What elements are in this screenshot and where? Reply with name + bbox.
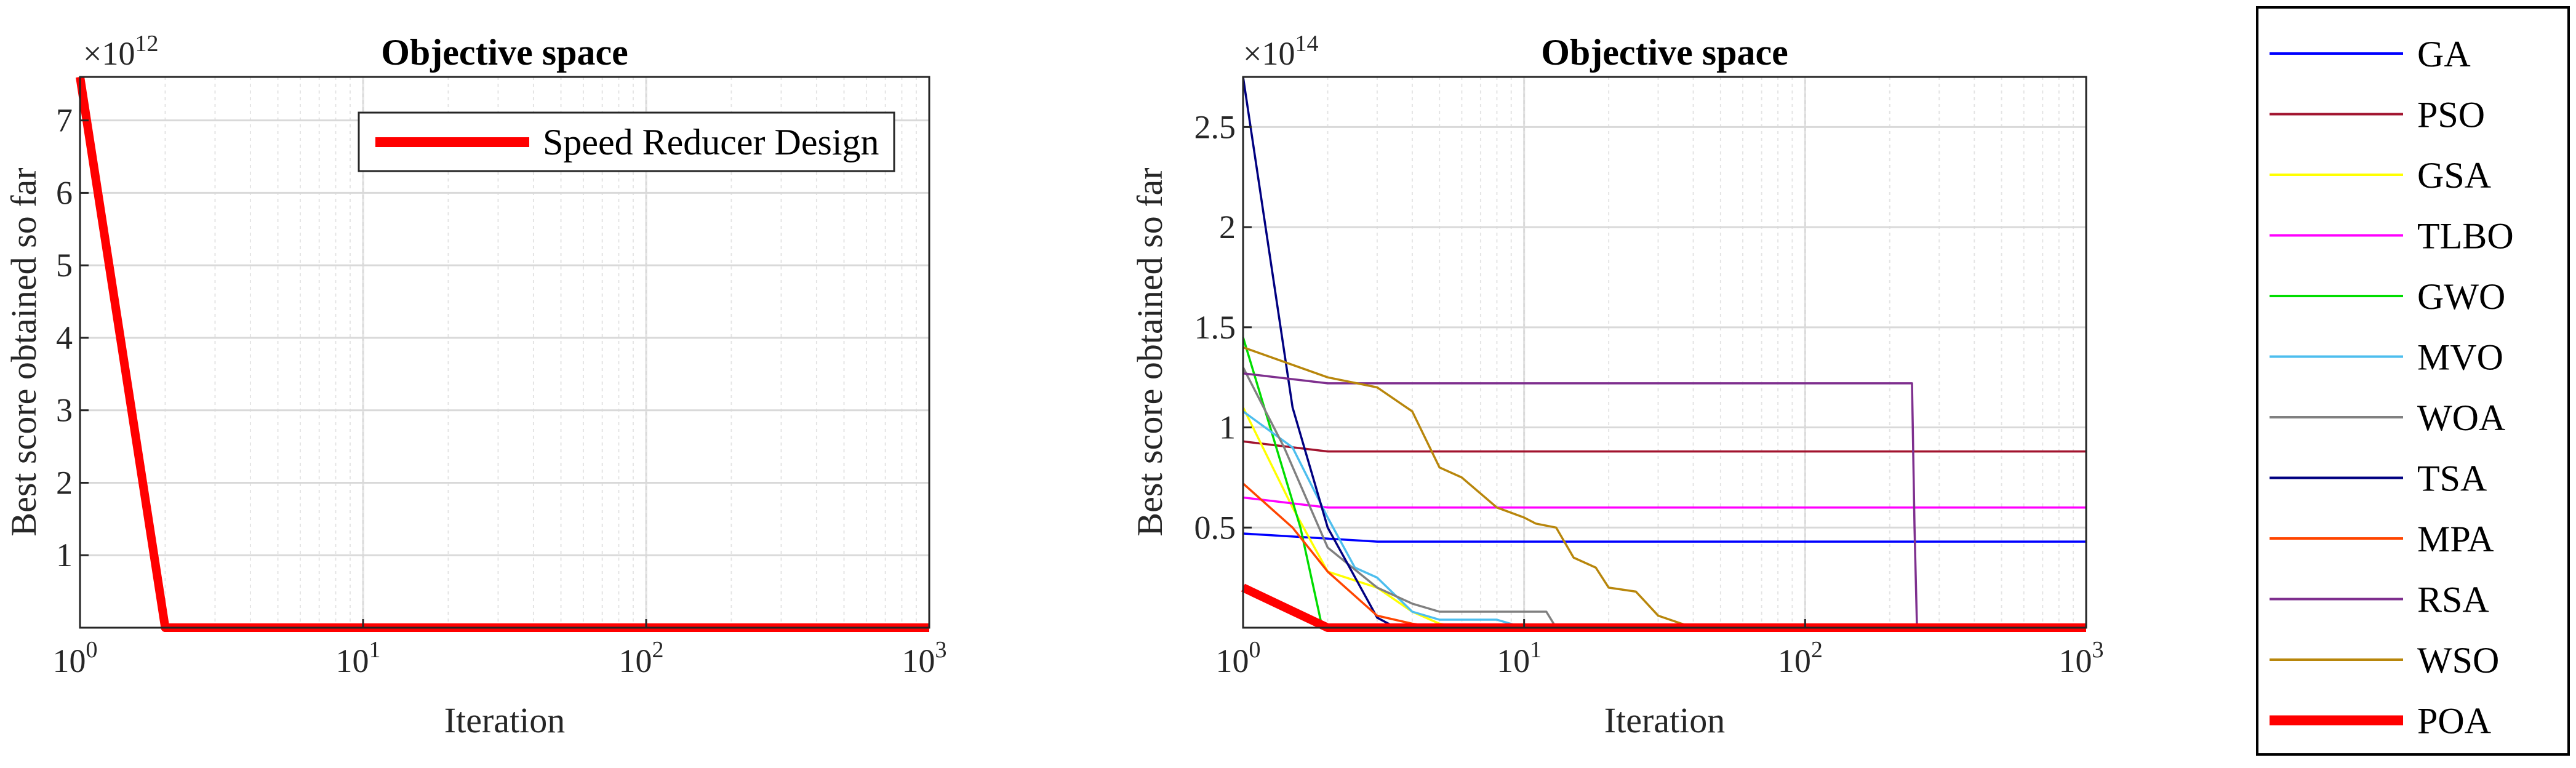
chart-title: Objective space: [1541, 32, 1788, 73]
y-tick-label: 4: [56, 319, 73, 356]
y-axis-title: Best score obtained so far: [1130, 167, 1170, 536]
x-tick-label: 103: [902, 637, 947, 679]
legend-label-speed-reducer: Speed Reducer Design: [543, 122, 879, 162]
legend-label-woa: WOA: [2417, 398, 2505, 438]
svg-text:×1014: ×1014: [1243, 31, 1318, 72]
x-tick-label: 103: [2059, 637, 2104, 679]
series-line-woa: [1242, 367, 2086, 629]
y-tick-label: 2: [56, 464, 73, 501]
series-line-wso: [1242, 346, 2086, 629]
series-line-ga: [1242, 532, 2086, 543]
svg-text:×1012: ×1012: [83, 31, 158, 72]
exp-power: 14: [1295, 31, 1318, 57]
grid: [1243, 77, 2086, 628]
x-tick-label: 102: [619, 637, 664, 679]
exp-times: ×10: [1243, 35, 1295, 72]
legend-label-gsa: GSA: [2417, 155, 2491, 196]
x-tick-label: 102: [1778, 637, 1823, 679]
exp-times: ×10: [83, 35, 135, 72]
plot-frame: [79, 76, 930, 629]
legend-label-mpa: MPA: [2417, 519, 2494, 559]
y-tick-label: 5: [56, 247, 73, 284]
y-exponent-label: ×1014: [1243, 31, 1318, 72]
plot-area: [1243, 77, 2086, 628]
x-tick-label: 101: [336, 637, 381, 679]
y-tick-label: 3: [56, 392, 73, 429]
legend-label-mvo: MVO: [2417, 337, 2503, 378]
legend-label-pso: PSO: [2417, 95, 2485, 135]
y-exponent-label: ×1012: [83, 31, 158, 72]
grid: [80, 77, 929, 628]
legend-box: [2256, 6, 2570, 756]
legend-label-tsa: TSA: [2417, 458, 2487, 499]
legend-label-tlbo: TLBO: [2417, 216, 2514, 257]
legend-label-rsa: RSA: [2417, 580, 2489, 620]
ticks: 1 2 3 4 5 6 7 100 101 102 103: [53, 102, 947, 679]
y-tick-label: 7: [56, 102, 73, 139]
legend: Speed Reducer Design: [358, 111, 895, 172]
y-tick-label: 1.5: [1194, 309, 1236, 346]
legend-label-ga: GA: [2417, 34, 2471, 74]
x-tick-label: 100: [1216, 637, 1261, 679]
chart-title: Objective space: [381, 32, 628, 73]
x-axis-title: Iteration: [1604, 700, 1725, 740]
y-tick-label: 0.5: [1194, 509, 1236, 546]
ticks: 0.5 1 1.5 2 2.5 100 101 102 103: [1194, 108, 2104, 679]
series-line-pso: [1242, 440, 2086, 453]
y-tick-label: 6: [56, 174, 73, 211]
algorithm-legend: GA PSO GSA TLBO GWO MVO WOA TSA MPA RSA WSO POA: [2256, 6, 2570, 756]
x-tick-label: 101: [1497, 637, 1542, 679]
series-line-tlbo: [1242, 496, 2086, 509]
y-tick-label: 1: [56, 537, 73, 574]
legend-label-wso: WSO: [2417, 640, 2499, 681]
x-axis-title: Iteration: [444, 700, 565, 740]
y-tick-label: 1: [1219, 409, 1236, 446]
x-tick-label: 100: [53, 637, 98, 679]
y-tick-label: 2: [1219, 209, 1236, 246]
y-axis-title: Best score obtained so far: [4, 167, 44, 536]
legend-label-gwo: GWO: [2417, 276, 2505, 317]
exp-power: 12: [135, 31, 158, 57]
y-tick-label: 2.5: [1194, 108, 1236, 145]
legend-label-poa: POA: [2417, 701, 2491, 742]
plot-frame: [1242, 76, 2087, 629]
